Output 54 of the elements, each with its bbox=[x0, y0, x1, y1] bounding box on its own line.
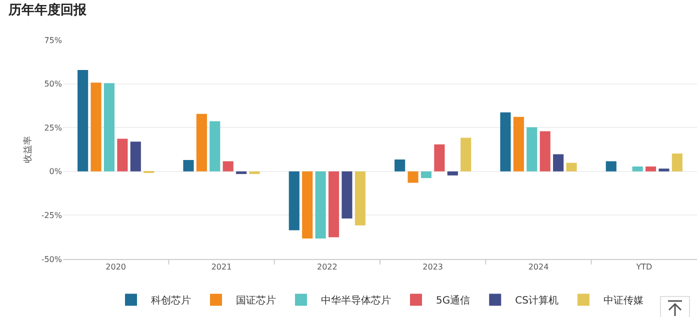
bar bbox=[78, 70, 88, 172]
bar bbox=[447, 171, 458, 176]
y-tick-label: 25% bbox=[44, 123, 62, 132]
chart-title: 历年年度回报 bbox=[7, 2, 88, 18]
legend-label: 中华半导体芯片 bbox=[321, 294, 391, 307]
bar bbox=[183, 160, 194, 172]
bar bbox=[420, 171, 432, 178]
bar bbox=[540, 131, 550, 172]
x-tick-label: 2023 bbox=[422, 262, 444, 272]
bar bbox=[606, 161, 616, 172]
bar bbox=[117, 138, 128, 172]
bar bbox=[342, 171, 352, 219]
bar bbox=[328, 171, 340, 238]
bar bbox=[104, 83, 115, 172]
y-tick-label: -25% bbox=[41, 211, 62, 220]
bar bbox=[500, 112, 511, 172]
bar bbox=[566, 162, 577, 172]
bar bbox=[394, 159, 406, 172]
bar bbox=[632, 166, 643, 172]
x-tick-label: 2021 bbox=[211, 262, 232, 272]
y-tick-label: 75% bbox=[44, 36, 62, 45]
y-tick-label: -50% bbox=[41, 254, 62, 264]
bar bbox=[408, 171, 418, 183]
bar bbox=[553, 154, 564, 172]
bar bbox=[526, 127, 538, 172]
bar bbox=[434, 144, 445, 172]
bar bbox=[513, 116, 524, 172]
bar bbox=[672, 154, 682, 172]
x-tick-label: 2020 bbox=[106, 262, 126, 272]
bar bbox=[222, 161, 234, 172]
bar bbox=[210, 121, 220, 172]
legend-label: 科创芯片 bbox=[151, 294, 191, 307]
bar bbox=[249, 171, 260, 174]
bar bbox=[460, 138, 472, 172]
bar bbox=[288, 171, 300, 230]
bar bbox=[130, 142, 141, 172]
legend-label: 国证芯片 bbox=[236, 294, 276, 307]
legend-label: 5G通信 bbox=[436, 294, 470, 307]
legend-label: CS计算机 bbox=[515, 294, 558, 307]
y-axis-title: 收益率 bbox=[22, 136, 34, 163]
bar bbox=[315, 171, 326, 238]
bar bbox=[354, 171, 366, 226]
x-tick-label: 2022 bbox=[316, 262, 338, 272]
bar bbox=[658, 168, 670, 172]
legend-label: 中证传媒 bbox=[603, 294, 644, 307]
bar bbox=[645, 166, 656, 172]
y-tick-label: 0% bbox=[49, 167, 62, 176]
bar bbox=[196, 114, 207, 172]
bar bbox=[302, 171, 313, 238]
y-tick-label: 50% bbox=[44, 80, 62, 89]
bar bbox=[236, 171, 247, 174]
bar bbox=[90, 82, 102, 172]
x-tick-label: 2024 bbox=[528, 262, 549, 272]
x-tick-label: YTD bbox=[635, 262, 652, 272]
